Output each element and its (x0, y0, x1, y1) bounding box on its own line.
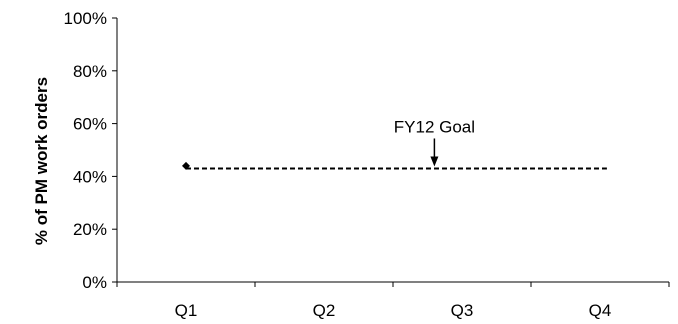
y-tick-label: 80% (73, 62, 107, 81)
y-tick-label: 20% (73, 220, 107, 239)
series (182, 161, 190, 170)
goal-label: FY12 Goal (394, 117, 475, 136)
x-tick-label: Q1 (175, 301, 198, 320)
y-axis-title: % of PM work orders (32, 77, 51, 245)
data-point (182, 161, 190, 170)
y-tick-label: 100% (64, 9, 107, 28)
y-tick-label: 40% (73, 167, 107, 186)
y-ticks: 0% 20% 40% 60% 80% 100% (64, 9, 117, 292)
y-tick-label: 0% (82, 273, 107, 292)
y-tick-label: 60% (73, 115, 107, 134)
x-ticks: Q1 Q2 Q3 Q4 (116, 282, 670, 320)
x-tick-label: Q3 (451, 301, 474, 320)
x-tick-label: Q4 (589, 301, 612, 320)
goal-arrow-head (430, 156, 439, 167)
x-tick-label: Q2 (313, 301, 336, 320)
y-axis: 0% 20% 40% 60% 80% 100% (64, 9, 118, 292)
goal-annotation: FY12 Goal (186, 117, 607, 170)
x-axis: Q1 Q2 Q3 Q4 (116, 281, 670, 320)
